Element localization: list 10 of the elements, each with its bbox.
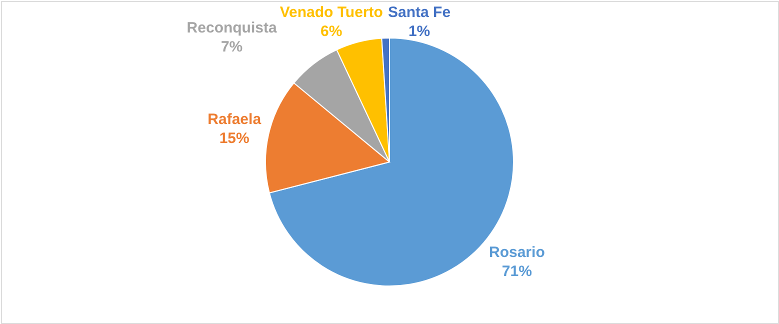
slice-label: Rosario	[488, 244, 545, 262]
slice-label: Santa Fe	[388, 4, 451, 21]
slice-label: Venado Tuerto	[280, 4, 383, 21]
slice-label: Rafaela	[208, 111, 262, 128]
data-label: 7%	[220, 38, 243, 56]
data-label: 1%	[408, 23, 430, 40]
data-label: 6%	[320, 23, 342, 40]
data-label: 15%	[219, 130, 250, 148]
slice-label: Reconquista	[186, 20, 278, 37]
data-label: 71%	[502, 263, 532, 280]
